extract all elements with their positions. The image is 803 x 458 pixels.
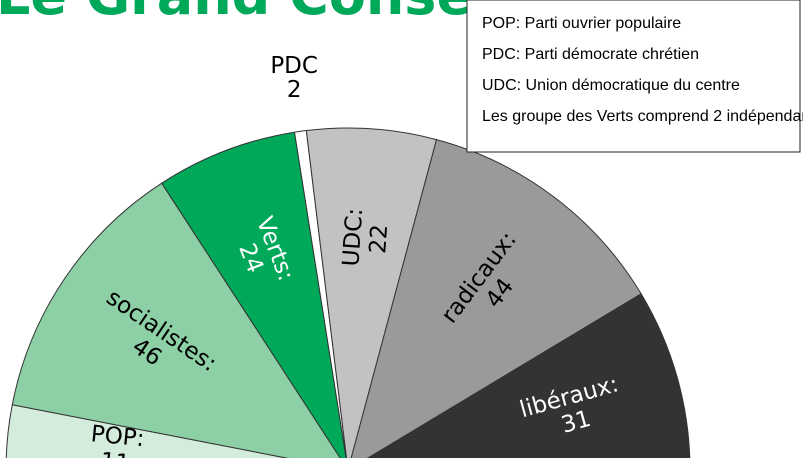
slice [11, 182, 341, 458]
slice [367, 293, 691, 458]
legend: POP: Parti ouvrier populaire PDC: Parti d… [482, 15, 803, 125]
slice-value: 11 [99, 448, 131, 458]
legend-entry: Les groupe des Verts comprend 2 indépend… [482, 108, 803, 125]
slice-value: 2 [287, 77, 302, 103]
legend-entry: UDC: Union démocratique du centre [482, 77, 740, 94]
slice [305, 127, 438, 458]
slice-label: UDC:22 [338, 207, 393, 267]
slice-value: 22 [365, 224, 393, 255]
legend-entry: POP: Parti ouvrier populaire [482, 15, 681, 32]
legend-box [466, 0, 801, 153]
slice-category: UDC: [338, 207, 368, 267]
slice [350, 139, 642, 458]
slice [161, 131, 347, 458]
chart-title: Le Grand Conseil [0, 0, 510, 27]
legend-entry: PDC: Parti démocrate chrétien [482, 46, 699, 63]
slice-category: PDC [270, 53, 318, 79]
pie: POP:11socialistes:46Verts:24PDC2UDC:22ra… [5, 53, 691, 458]
